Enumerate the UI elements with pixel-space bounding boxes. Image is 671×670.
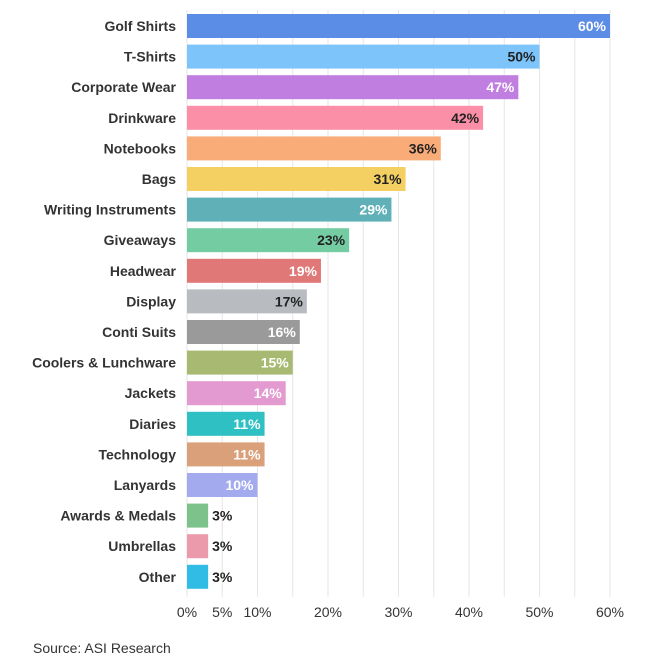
category-label: Notebooks	[104, 140, 177, 156]
bar	[187, 411, 265, 436]
source-note: Source: ASI Research	[33, 640, 171, 656]
category-label: Golf Shirts	[104, 18, 176, 34]
bar	[187, 381, 286, 406]
x-tick-label: 40%	[455, 604, 483, 620]
value-labels: 60% 50% 47% 42% 36% 31% 29% 23% 19% 17% 16% 15% 14% 1…	[212, 18, 606, 585]
bar	[187, 503, 209, 528]
value-label: 17%	[275, 293, 304, 309]
category-label: Technology	[98, 446, 176, 462]
bar	[187, 534, 209, 559]
value-label: 47%	[486, 79, 515, 95]
x-tick-label: 60%	[596, 604, 624, 620]
category-label: Bags	[142, 171, 176, 187]
bar	[187, 228, 350, 253]
category-label: Umbrellas	[108, 538, 176, 554]
category-label: Headwear	[110, 263, 177, 279]
category-label: T-Shirts	[124, 49, 176, 65]
category-label: Corporate Wear	[71, 79, 176, 95]
value-label: 50%	[507, 49, 536, 65]
category-label: Giveaways	[104, 232, 177, 248]
x-tick-label: 0%	[177, 604, 197, 620]
x-axis-ticks: 0% 5% 10% 20% 30% 40% 50% 60%	[177, 604, 624, 620]
value-label: 60%	[578, 18, 607, 34]
bar	[187, 442, 265, 467]
value-label: 16%	[268, 324, 297, 340]
category-label: Jackets	[125, 385, 177, 401]
value-label: 31%	[374, 171, 403, 187]
category-label: Lanyards	[114, 477, 176, 493]
bar	[187, 350, 293, 375]
value-label: 29%	[359, 202, 388, 218]
bar	[187, 320, 300, 344]
bar	[187, 75, 519, 100]
value-label: 19%	[289, 263, 318, 279]
x-tick-label: 50%	[525, 604, 553, 620]
bar	[187, 258, 321, 283]
bar	[187, 564, 209, 589]
value-label: 11%	[233, 446, 261, 462]
category-label: Conti Suits	[102, 324, 176, 340]
value-label: 36%	[409, 140, 438, 156]
bar	[187, 136, 441, 161]
x-tick-label: 20%	[314, 604, 342, 620]
value-label: 42%	[451, 110, 480, 126]
bar	[187, 289, 307, 314]
bars	[187, 14, 610, 589]
value-label: 15%	[261, 355, 290, 371]
x-tick-label: 5%	[212, 604, 232, 620]
category-label: Coolers & Lunchware	[32, 355, 176, 371]
category-label: Display	[126, 293, 176, 309]
category-label: Diaries	[129, 416, 176, 432]
value-label: 11%	[233, 416, 261, 432]
bar	[187, 167, 406, 191]
x-tick-label: 30%	[384, 604, 412, 620]
category-label: Other	[139, 569, 177, 585]
bar	[187, 14, 610, 38]
value-label: 10%	[225, 477, 254, 493]
category-label: Writing Instruments	[44, 202, 176, 218]
category-label: Awards & Medals	[60, 508, 176, 524]
value-label: 14%	[254, 385, 283, 401]
value-label: 3%	[212, 569, 233, 585]
value-label: 3%	[212, 508, 233, 524]
value-label: 3%	[212, 538, 233, 554]
x-tick-label: 10%	[243, 604, 271, 620]
bar	[187, 197, 392, 222]
bar-chart: Golf Shirts T-Shirts Corporate Wear Drinkwa…	[32, 10, 624, 620]
bar	[187, 473, 258, 497]
bar	[187, 44, 540, 69]
category-labels: Golf Shirts T-Shirts Corporate Wear Drinkwa…	[32, 18, 176, 585]
category-label: Drinkware	[108, 110, 176, 126]
bar	[187, 105, 484, 130]
value-label: 23%	[317, 232, 346, 248]
